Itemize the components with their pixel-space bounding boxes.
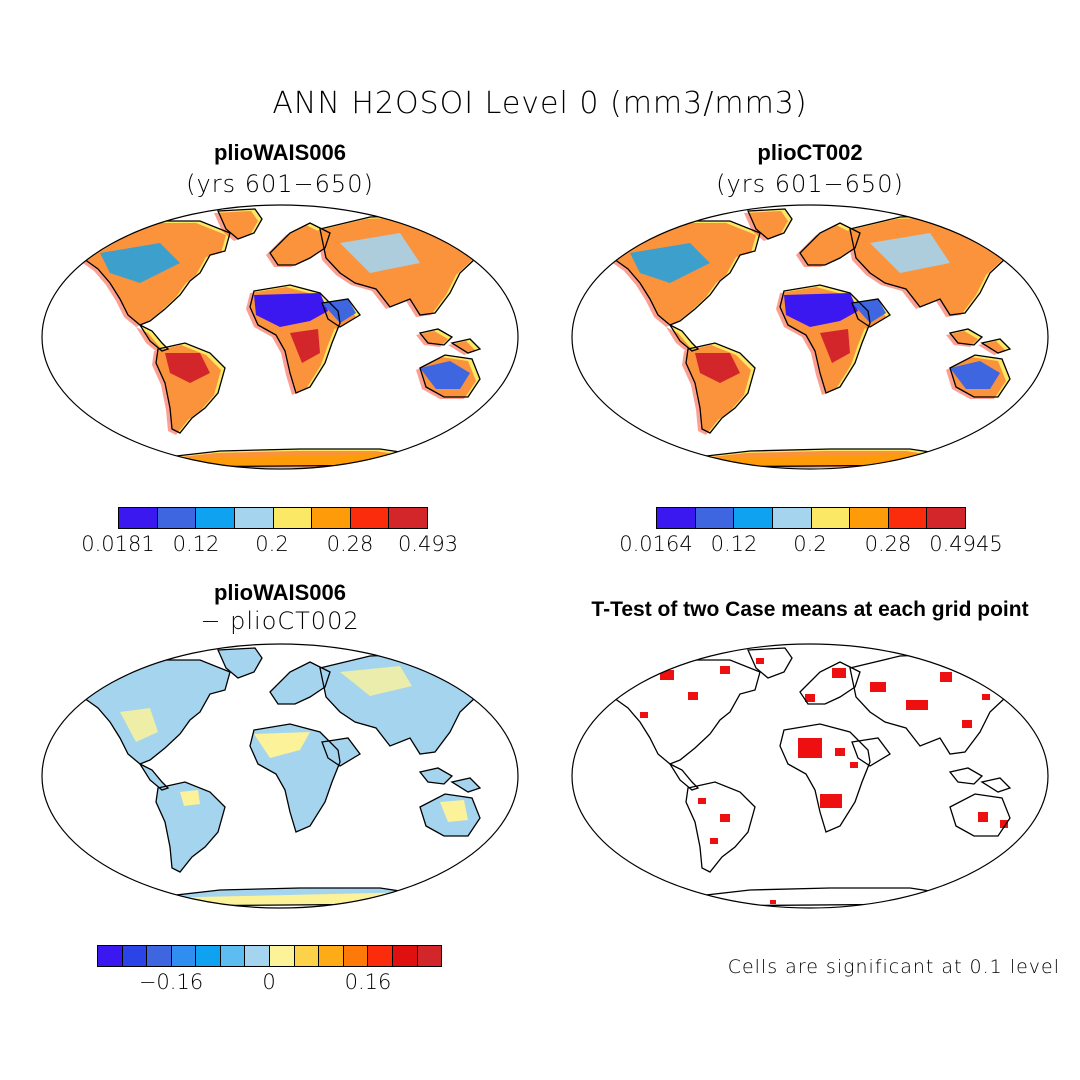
panel-top-left-years: (yrs 601−650): [186, 170, 374, 198]
map-border: [571, 204, 1049, 470]
colorbar-swatch: [245, 946, 271, 966]
colorbar-tick-label: 0.493: [397, 532, 459, 556]
colorbar-tick-label: 0.4945: [929, 532, 1003, 556]
colorbar-swatch: [888, 508, 928, 528]
colorbar-swatch: [417, 946, 442, 966]
colorbar-swatch: [119, 508, 158, 528]
sahara-dry-region: [254, 293, 328, 327]
map-bottom-right: [571, 643, 1049, 909]
colorbar-swatch: [157, 508, 197, 528]
panel-bottom-right-title: T-Test of two Case means at each grid po…: [591, 598, 1029, 621]
colorbar-swatch: [312, 508, 351, 528]
colorbar-swatch: [98, 946, 123, 966]
map-border: [571, 643, 1049, 909]
colorbar-swatch: [147, 946, 172, 966]
colorbar-swatch: [389, 508, 427, 528]
colorbar-swatch: [368, 946, 393, 966]
colorbar-swatch: [196, 508, 235, 528]
australia-dry-region: [420, 361, 470, 389]
colorbar-swatch: [350, 508, 390, 528]
significance-note: Cells are significant at 0.1 level: [727, 956, 1060, 978]
colorbar-tick-label: 0.0181: [81, 532, 155, 556]
colorbar-swatch: [772, 508, 812, 528]
colorbar-bottom-left: [97, 945, 442, 967]
figure-title: ANN H2OSOI Level 0 (mm3/mm3): [272, 86, 808, 121]
colorbar-tick-label: 0.2: [255, 532, 289, 556]
colorbar-swatch: [850, 508, 889, 528]
map-top-left: [41, 204, 519, 470]
colorbar-top-right: [656, 507, 966, 529]
colorbar-tick-label: −0.16: [138, 970, 204, 994]
colorbar-swatch: [695, 508, 735, 528]
panel-bottom-left-minus: − plioCT002: [200, 607, 360, 635]
colorbar-swatch: [122, 946, 148, 966]
colorbar-swatch: [270, 946, 295, 966]
panel-top-right-case: plioCT002: [757, 140, 863, 165]
colorbar-tick-label: 0.28: [326, 532, 374, 556]
amazon-wet-region: [165, 353, 210, 383]
colorbar-tick-label: 0.16: [344, 970, 392, 994]
colorbar-swatch: [392, 946, 418, 966]
colorbar-swatch: [657, 508, 696, 528]
panel-bottom-left-case: plioWAIS006: [213, 580, 347, 605]
colorbar-swatch: [811, 508, 851, 528]
colorbar-swatch: [927, 508, 965, 528]
amazon-wet-region: [695, 353, 740, 383]
colorbar-tick-label: 0.0164: [619, 532, 693, 556]
map-top-right: [571, 204, 1049, 470]
difference-field: [80, 648, 480, 906]
colorbar-tick-label: 0: [262, 970, 276, 994]
colorbar-top-left: [118, 507, 428, 529]
panel-top-right-years: (yrs 601−650): [716, 170, 904, 198]
colorbar-tick-label: 0.28: [864, 532, 912, 556]
australia-dry-region: [950, 361, 1000, 389]
colorbar-swatch: [734, 508, 773, 528]
colorbar-swatch: [343, 946, 369, 966]
colorbar-tick-label: 0.12: [172, 532, 220, 556]
colorbar-swatch: [273, 508, 313, 528]
sahara-dry-region: [784, 293, 858, 327]
colorbar-swatch: [196, 946, 221, 966]
panel-top-left-case: plioWAIS006: [213, 140, 347, 165]
colorbar-tick-label: 0.2: [793, 532, 827, 556]
colorbar-swatch: [171, 946, 197, 966]
map-border: [41, 204, 519, 470]
map-bottom-left: [41, 643, 519, 909]
colorbar-tick-label: 0.12: [710, 532, 758, 556]
map-border: [41, 643, 519, 909]
colorbar-swatch: [294, 946, 320, 966]
colorbar-swatch: [319, 946, 344, 966]
colorbar-swatch: [220, 946, 246, 966]
colorbar-swatch: [234, 508, 274, 528]
